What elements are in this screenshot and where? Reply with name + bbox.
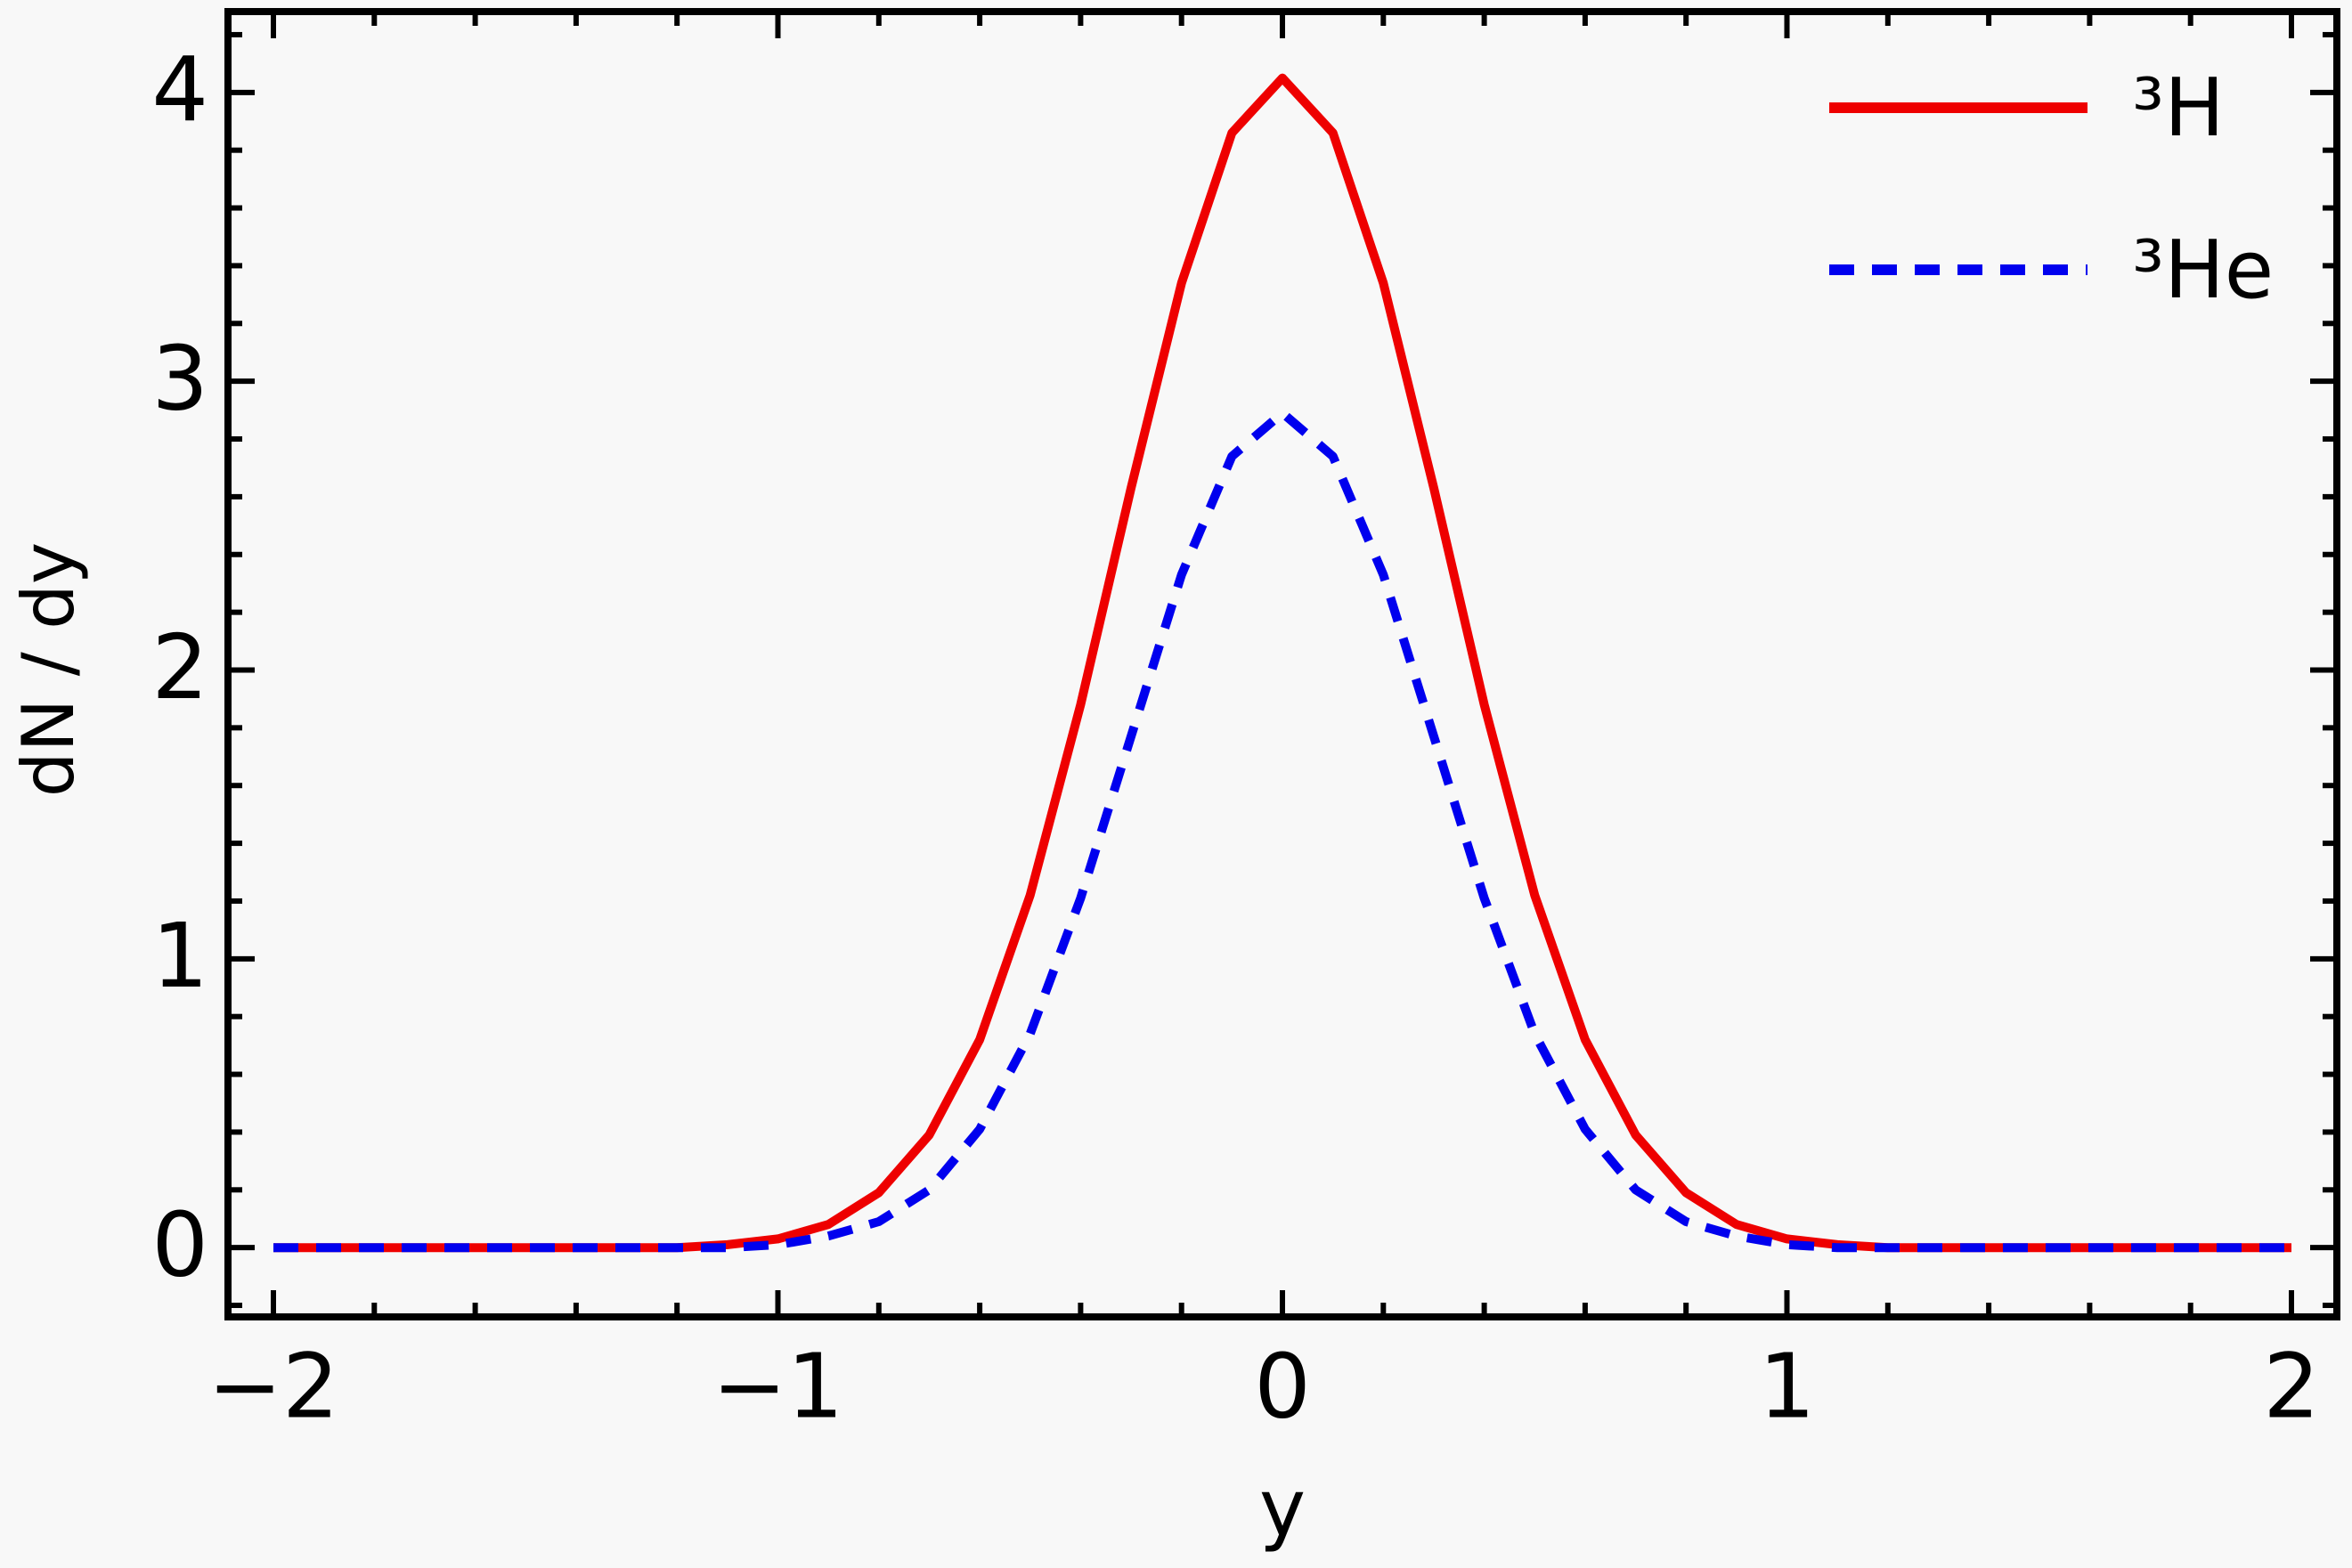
- x-tick-label: 2: [2263, 1334, 2320, 1438]
- legend-label: ³He: [2132, 223, 2274, 317]
- y-tick-label: 0: [151, 1193, 208, 1297]
- y-tick-label: 1: [151, 904, 208, 1008]
- x-tick-label: −1: [712, 1334, 843, 1438]
- x-tick-label: 0: [1254, 1334, 1311, 1438]
- y-tick-label: 4: [151, 37, 208, 142]
- plot-frame: [224, 8, 2340, 1320]
- x-tick-label: −2: [208, 1334, 338, 1438]
- x-tick-label: 1: [1759, 1334, 1816, 1438]
- x-axis-label: y: [1259, 1462, 1306, 1554]
- y-tick-label: 3: [151, 326, 208, 430]
- y-axis-label: dN / dy: [7, 542, 90, 798]
- legend-label: ³H: [2132, 61, 2225, 155]
- y-tick-label: 2: [151, 615, 208, 719]
- series-line: [273, 73, 2291, 1253]
